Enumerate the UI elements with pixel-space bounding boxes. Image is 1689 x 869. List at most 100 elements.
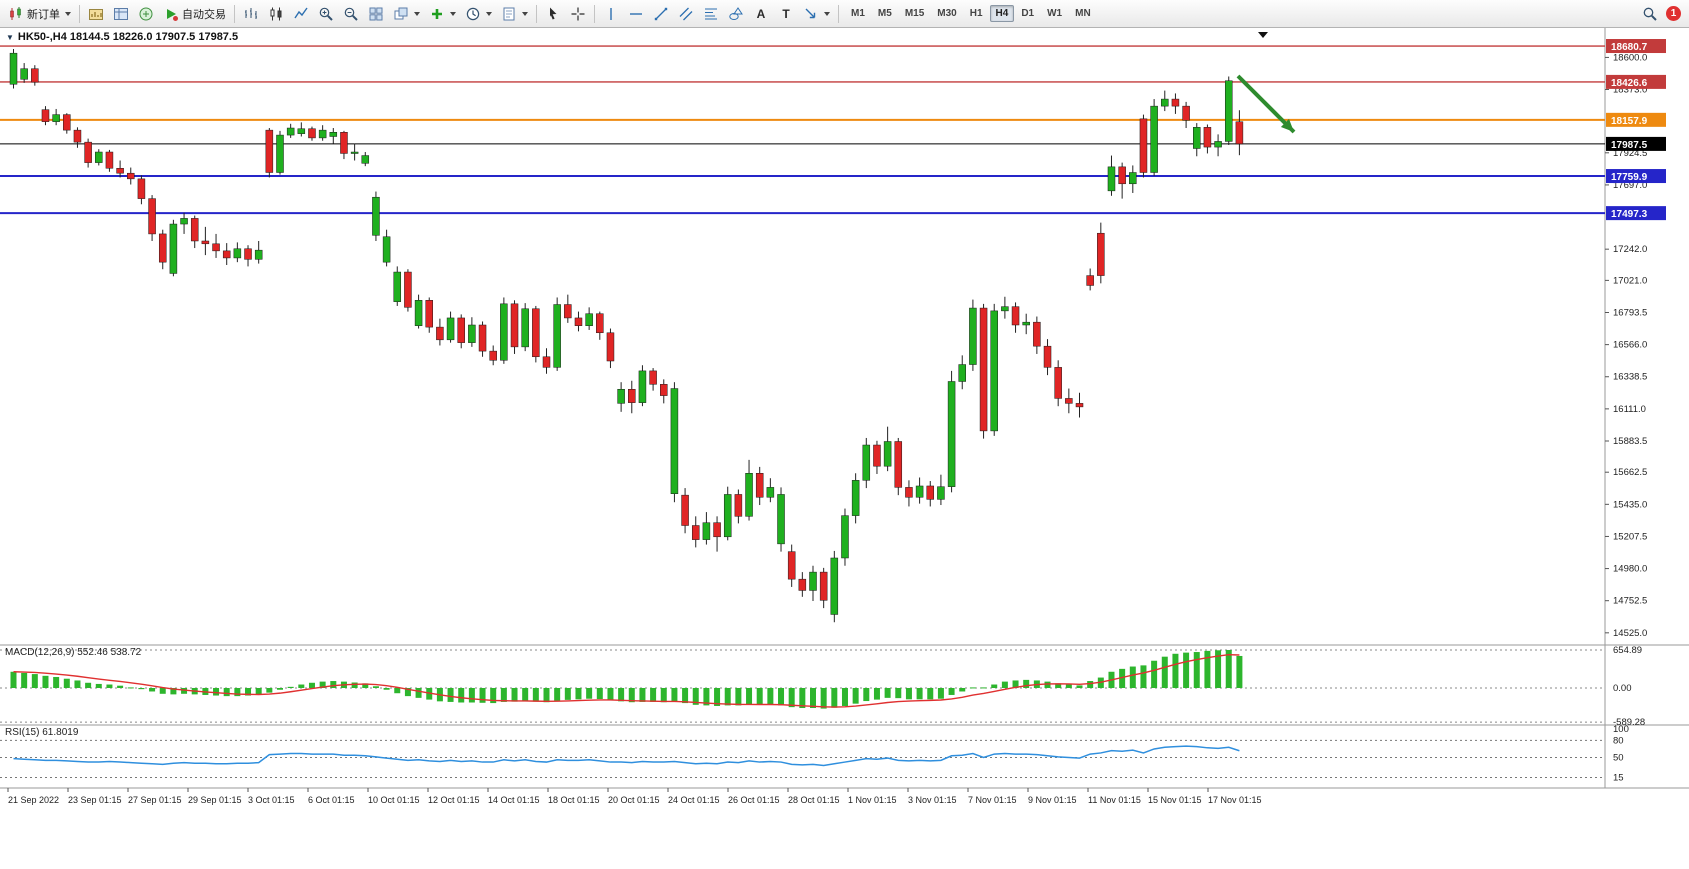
macd-histogram-bar <box>682 688 689 704</box>
price-label: 14525.0 <box>1613 628 1647 639</box>
timeframe-H1[interactable]: H1 <box>964 5 989 22</box>
toolbar-separator <box>594 4 595 23</box>
clock-icon <box>466 7 480 20</box>
market-watch-button[interactable] <box>109 3 133 25</box>
price-badge-label: 18157.9 <box>1611 116 1648 127</box>
cascade-windows-button[interactable] <box>389 3 424 25</box>
price-label: 18600.0 <box>1613 52 1647 63</box>
indicators-icon <box>432 8 442 19</box>
time-label: 6 Oct 01:15 <box>308 795 355 805</box>
crosshair-button[interactable] <box>566 3 590 25</box>
search-icon <box>1643 7 1657 21</box>
price-badge-label: 17987.5 <box>1611 140 1648 151</box>
candle-body <box>286 127 295 136</box>
zoom-out-button[interactable] <box>339 3 363 25</box>
candle-body <box>372 196 380 236</box>
macd-histogram-bar <box>511 688 518 702</box>
macd-histogram-bar <box>735 688 742 706</box>
macd-histogram-bar <box>106 684 113 688</box>
auto-trading-button[interactable]: 自动交易 <box>159 3 230 25</box>
new-order-button[interactable]: 新订单 <box>4 3 75 25</box>
timeframe-MN[interactable]: MN <box>1069 5 1097 22</box>
candle-body <box>20 68 28 80</box>
candle-body <box>905 487 913 498</box>
scroll-to-end-marker[interactable] <box>1258 32 1268 38</box>
candle-body <box>596 313 604 334</box>
toolbar-separator <box>536 4 537 23</box>
macd-histogram-bar <box>596 688 603 700</box>
search-button[interactable] <box>1638 3 1662 25</box>
rsi-scale-label: 80 <box>1613 735 1624 746</box>
macd-histogram-bar <box>53 676 60 688</box>
price-label: 15883.5 <box>1613 436 1647 447</box>
macd-histogram-bar <box>351 682 358 688</box>
zoom-in-icon <box>319 7 333 21</box>
timeframe-D1[interactable]: D1 <box>1015 5 1040 22</box>
bar-chart-button[interactable] <box>239 3 263 25</box>
price-chart-canvas[interactable]: 18600.0 18373.0 17924.5 17697.0 17242.0 17021… <box>0 28 1689 869</box>
time-label: 26 Oct 01:15 <box>728 795 780 805</box>
chevron-down-icon <box>65 11 71 16</box>
candle-body <box>830 557 839 615</box>
candle-body <box>457 317 465 343</box>
candle-body <box>414 300 423 326</box>
profiles-button[interactable] <box>84 3 108 25</box>
candle-body <box>393 271 402 302</box>
data-window-button[interactable] <box>134 3 158 25</box>
candle-body <box>521 308 529 348</box>
macd-histogram-bar <box>372 686 379 688</box>
candle-body <box>841 515 849 559</box>
periods-button[interactable] <box>461 3 496 25</box>
line-chart-button[interactable] <box>289 3 313 25</box>
toolbar-separator <box>79 4 80 23</box>
macd-histogram-bar <box>1129 666 1136 688</box>
candle-body <box>958 364 966 382</box>
timeframe-M30[interactable]: M30 <box>931 5 962 22</box>
price-label: 15662.5 <box>1613 467 1647 478</box>
macd-histogram-bar <box>383 688 390 690</box>
macd-histogram-bar <box>937 688 944 699</box>
notification-badge[interactable]: 1 <box>1666 6 1681 21</box>
timeframe-W1[interactable]: W1 <box>1041 5 1068 22</box>
vertical-line-button[interactable] <box>599 3 623 25</box>
chevron-down-icon <box>486 11 492 16</box>
candle-body <box>915 485 924 498</box>
candlestick-chart-button[interactable] <box>264 3 288 25</box>
timeframe-M1[interactable]: M1 <box>845 5 871 22</box>
chart-window[interactable]: 18600.0 18373.0 17924.5 17697.0 17242.0 17021… <box>0 28 1689 869</box>
trend-arrow-head[interactable] <box>1280 118 1294 132</box>
arrows-button[interactable] <box>799 3 834 25</box>
trendline-button[interactable] <box>649 3 673 25</box>
candle-body <box>212 243 220 252</box>
timeframe-M15[interactable]: M15 <box>899 5 930 22</box>
cursor-button[interactable] <box>541 3 565 25</box>
candle-body <box>851 480 860 516</box>
shapes-button[interactable] <box>724 3 748 25</box>
text-button[interactable]: A <box>749 3 773 25</box>
macd-histogram-bar <box>575 688 582 700</box>
channel-button[interactable] <box>674 3 698 25</box>
candle-body <box>969 307 977 365</box>
candle-body <box>713 522 721 538</box>
indicators-button[interactable] <box>425 3 460 25</box>
tile-windows-button[interactable] <box>364 3 388 25</box>
macd-histogram-bar <box>127 687 134 689</box>
horizontal-line-button[interactable] <box>624 3 648 25</box>
candle-body <box>532 308 540 358</box>
macd-histogram-bar <box>799 688 806 709</box>
trend-arrow[interactable] <box>1236 74 1296 134</box>
fibonacci-button[interactable] <box>699 3 723 25</box>
macd-histogram-bar <box>916 688 923 700</box>
timeframe-H4[interactable]: H4 <box>989 5 1015 22</box>
candle-body <box>809 571 817 591</box>
macd-histogram-bar <box>213 688 220 696</box>
timeframe-M5[interactable]: M5 <box>872 5 898 22</box>
templates-button[interactable] <box>497 3 532 25</box>
macd-histogram-bar <box>1012 680 1019 688</box>
label-button[interactable]: T <box>774 3 798 25</box>
zoom-in-button[interactable] <box>314 3 338 25</box>
candle-body <box>1224 80 1233 142</box>
rsi-scale-label: 50 <box>1613 753 1624 764</box>
candle-body <box>254 249 263 260</box>
candle-body <box>926 485 935 500</box>
